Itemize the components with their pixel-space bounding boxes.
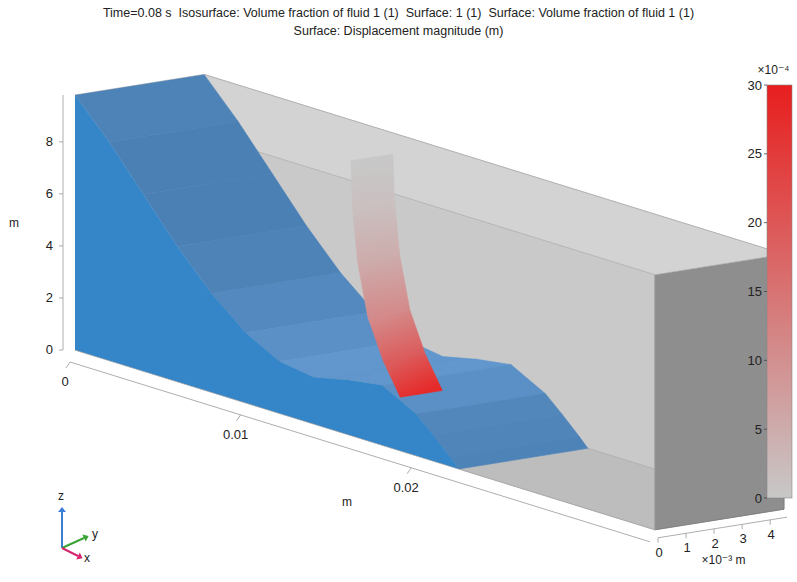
front-end-edge: [655, 275, 656, 530]
colorbar-scale: [767, 85, 792, 498]
y-tick: [714, 529, 715, 534]
z-tick: [59, 350, 63, 351]
fluid-front-face: [75, 95, 459, 469]
colorbar-tick: [764, 291, 767, 292]
z-axis-line: [63, 95, 64, 350]
colorbar: 0 5 10 15 20 25 30×10⁻⁴: [748, 63, 792, 506]
y-tick-label: 0: [655, 545, 662, 560]
x-tick: [407, 468, 411, 474]
colorbar-tick-label: 5: [755, 422, 762, 437]
colorbar-tick: [764, 222, 767, 223]
colorbar-multiplier: ×10⁻⁴: [758, 63, 790, 77]
plate-segment: [383, 354, 442, 397]
colorbar-tick: [764, 360, 767, 361]
x-tick-label: 0.01: [223, 427, 248, 442]
y-tick-label: 2: [711, 536, 718, 551]
axis-triad: z yx: [58, 489, 98, 565]
colorbar-tick-label: 0: [755, 491, 762, 506]
data-layer: [75, 74, 588, 469]
y-tick: [742, 524, 743, 529]
end-wall: [655, 254, 784, 530]
colorbar-tick: [764, 85, 767, 86]
plate-segment: [368, 310, 425, 361]
z-tick-label: 0: [46, 342, 53, 357]
colorbar-tick: [764, 153, 767, 154]
z-axis: 0 2 4 6 8 m: [9, 95, 63, 357]
y-axis: 0 1 2 3 4 ×10⁻³ m: [655, 517, 787, 567]
domain-box: [75, 74, 784, 529]
y-axis-title: ×10⁻³ m: [701, 553, 745, 567]
z-tick: [59, 245, 63, 246]
triad-head: [76, 552, 82, 559]
z-tick-label: 6: [46, 186, 53, 201]
plate-segment: [351, 154, 395, 208]
colorbar-tick-label: 15: [748, 284, 762, 299]
y-tick: [770, 520, 771, 525]
z-tick-label: 8: [46, 134, 53, 149]
y-tick: [686, 533, 687, 538]
y-tick-label: 3: [740, 531, 747, 546]
y-tick-label: 1: [683, 540, 690, 555]
z-tick-label: 4: [46, 238, 53, 253]
x-axis-line: [70, 362, 650, 542]
plate-segment: [353, 201, 400, 261]
z-tick: [59, 193, 63, 194]
y-tick-label: 4: [768, 527, 775, 542]
triad-label: y: [92, 527, 98, 541]
x-axis: 0 0.01 0.02 m: [61, 362, 650, 542]
plate-segment: [358, 255, 410, 317]
subtitle: Surface: Displacement magnitude (m): [294, 24, 504, 38]
title: Time=0.08 s Isosurface: Volume fraction …: [103, 6, 694, 20]
y-tick: [658, 538, 659, 543]
colorbar-tick: [764, 429, 767, 430]
isosurface-strip: [450, 437, 588, 469]
chart: 0 2 4 6 8 m 0 0.01 0.02 m 0 1 2 3 4 ×10⁻³ m 0 5 10 15 20 25 30…: [0, 0, 797, 582]
triad-head: [58, 507, 66, 512]
x-axis-title: m: [342, 495, 352, 509]
z-axis-title: m: [9, 216, 19, 230]
x-tick-label: 0: [61, 374, 68, 389]
triad-label: z: [58, 489, 64, 503]
x-tick: [66, 362, 70, 368]
x-tick: [237, 415, 241, 421]
triad-head: [82, 534, 88, 541]
z-tick-label: 2: [46, 290, 53, 305]
z-tick: [59, 141, 63, 142]
colorbar-tick-label: 20: [748, 215, 762, 230]
triad-arrow: [62, 548, 78, 556]
top-wall: [75, 74, 784, 274]
z-tick: [59, 297, 63, 298]
colorbar-tick-label: 25: [748, 146, 762, 161]
triad-arrow: [62, 538, 84, 548]
colorbar-tick: [764, 498, 767, 499]
x-tick-label: 0.02: [394, 480, 419, 495]
colorbar-tick-label: 10: [748, 353, 762, 368]
triad-arrow: [61, 512, 63, 548]
triad-label: x: [84, 551, 90, 565]
colorbar-tick-label: 30: [748, 78, 762, 93]
